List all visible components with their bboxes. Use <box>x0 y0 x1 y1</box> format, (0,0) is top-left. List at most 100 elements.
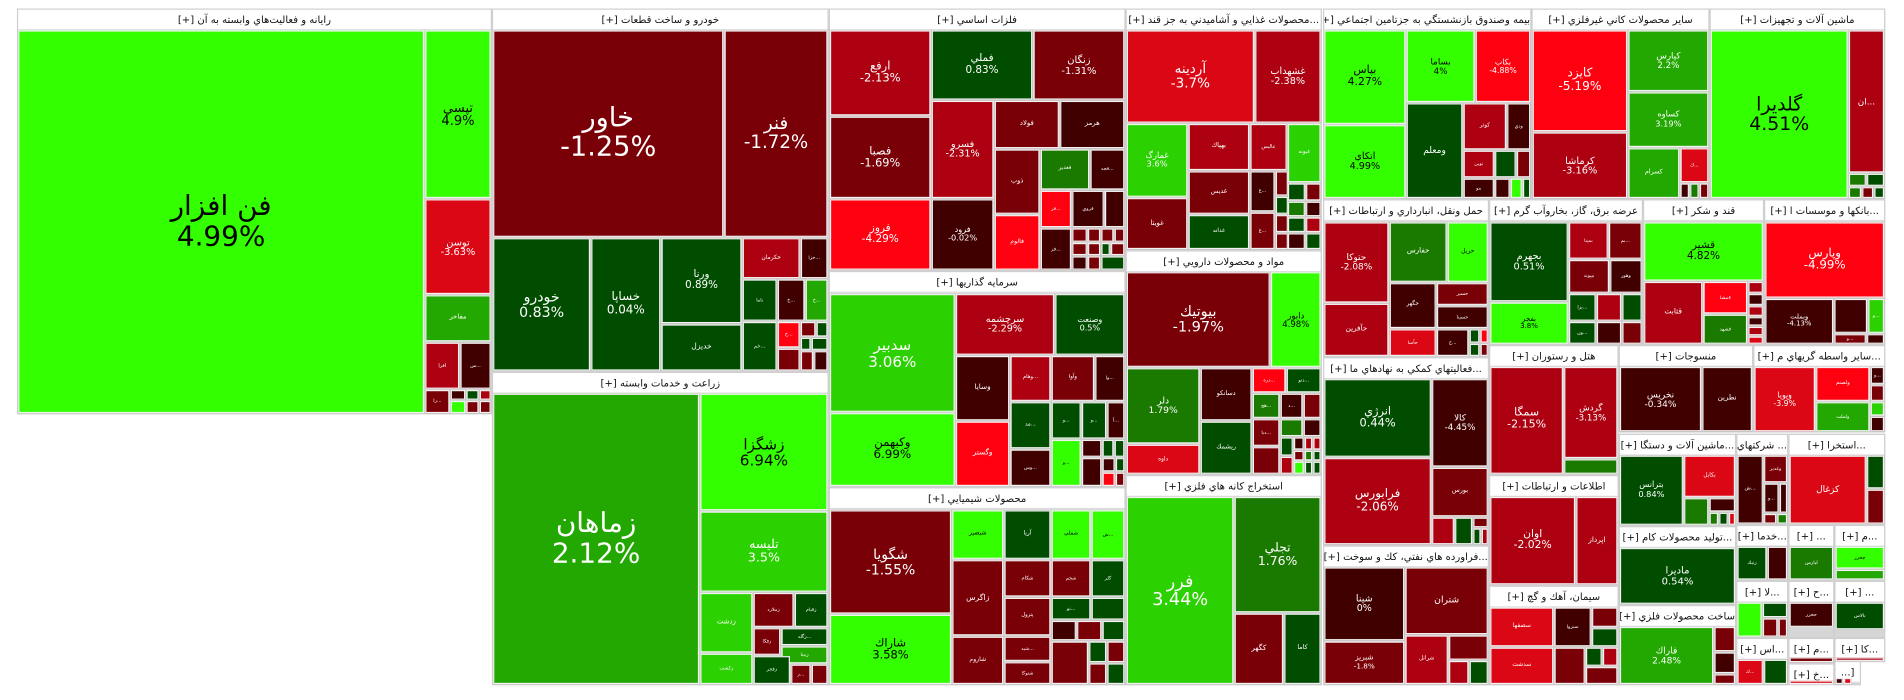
sector-title-expand[interactable]: خودرو و ساخت قطعات [+] <box>493 9 828 31</box>
stock-tile[interactable] <box>1737 602 1762 637</box>
stock-tile[interactable]: كزغال <box>1789 455 1866 524</box>
stock-tile[interactable]: قشهد <box>1703 314 1748 344</box>
stock-tile[interactable] <box>1077 620 1102 641</box>
sector-title-expand[interactable]: ...اس [+] <box>1737 639 1788 660</box>
sector-title-expand[interactable]: ...فراورده هاي نفتي، كك و سوخت [+] <box>1324 546 1488 568</box>
stock-tile[interactable] <box>1306 201 1321 217</box>
stock-tile[interactable]: حريل <box>1447 222 1488 282</box>
stock-tile[interactable] <box>1835 569 1885 580</box>
stock-tile[interactable] <box>1789 657 1834 663</box>
sector-title-expand[interactable]: ...ح [+] <box>1789 581 1834 603</box>
stock-tile[interactable]: ...خ <box>805 279 828 321</box>
stock-tile[interactable]: فملي 0.83% <box>931 30 1033 100</box>
stock-tile[interactable]: ولصنم <box>1816 366 1870 401</box>
stock-tile[interactable]: نخريس -0.34% <box>1619 366 1702 432</box>
stock-tile[interactable] <box>1480 343 1488 356</box>
stock-tile[interactable]: وكبهمن 6.99% <box>829 413 955 486</box>
stock-tile[interactable] <box>1684 498 1709 525</box>
stock-tile[interactable]: غمارگ 3.6% <box>1126 123 1188 197</box>
stock-tile[interactable]: وبملت -4.13% <box>1765 298 1834 344</box>
stock-tile[interactable]: ورنا 0.89% <box>661 238 742 324</box>
stock-tile[interactable] <box>1748 281 1763 293</box>
sector-title-expand[interactable]: مواد و محصولات دارويي [+] <box>1126 251 1321 273</box>
stock-tile[interactable] <box>1862 187 1874 199</box>
stock-tile[interactable]: ماديرا 0.54% <box>1619 547 1736 604</box>
stock-tile[interactable] <box>1469 343 1480 356</box>
stock-tile[interactable]: خكرمان <box>742 238 800 279</box>
stock-tile[interactable] <box>1748 317 1763 326</box>
sector-title-expand[interactable]: ...لا [+] <box>1737 581 1788 603</box>
stock-tile[interactable] <box>1480 329 1488 343</box>
stock-tile[interactable] <box>1874 187 1885 199</box>
stock-tile[interactable]: وغدير <box>1764 455 1788 483</box>
stock-tile[interactable] <box>1867 455 1885 489</box>
stock-tile[interactable]: كاما <box>1284 613 1321 685</box>
stock-tile[interactable]: اتكاي 4.99% <box>1324 125 1406 199</box>
stock-tile[interactable]: نوين <box>1463 150 1494 178</box>
stock-tile[interactable]: شتران <box>1405 567 1488 635</box>
stock-tile[interactable]: فرابورس -2.06% <box>1324 458 1431 545</box>
stock-tile[interactable]: زنگان -1.31% <box>1033 30 1125 100</box>
stock-tile[interactable]: فولاد <box>994 100 1059 149</box>
stock-tile[interactable]: رنيك <box>1737 546 1767 580</box>
stock-tile[interactable] <box>1432 517 1454 545</box>
stock-tile[interactable] <box>1287 233 1305 250</box>
stock-tile[interactable]: شبريز -1.8% <box>1324 641 1405 685</box>
stock-tile[interactable] <box>1764 513 1777 524</box>
stock-tile[interactable] <box>1516 150 1531 178</box>
stock-tile[interactable] <box>1101 256 1125 270</box>
stock-tile[interactable] <box>1091 597 1125 620</box>
sector-title-expand[interactable]: ماشين آلات و تجهيزات [+] <box>1710 9 1885 31</box>
sector-title-expand[interactable]: زراعت و خدمات وابسته [+] <box>493 373 828 394</box>
stock-tile[interactable]: فرر 3.44% <box>1126 496 1234 685</box>
stock-tile[interactable] <box>1554 647 1585 685</box>
sector-title-expand[interactable]: عرضه برق، گاز، بخاروآب گرم [+] <box>1490 200 1642 222</box>
stock-tile[interactable]: ...وس <box>1010 449 1051 486</box>
stock-tile[interactable]: فسرو -2.31% <box>931 100 994 199</box>
stock-tile[interactable]: حخزر <box>1789 602 1834 627</box>
stock-tile[interactable] <box>1287 217 1305 233</box>
stock-tile[interactable]: زدشت <box>700 592 753 653</box>
stock-tile[interactable]: ...نو <box>1051 597 1091 620</box>
stock-tile[interactable]: فاراك 2.48% <box>1619 626 1714 685</box>
stock-tile[interactable]: بجهرم 0.51% <box>1490 222 1568 302</box>
stock-tile[interactable]: ...ك <box>1737 659 1763 685</box>
stock-tile[interactable] <box>1748 336 1763 344</box>
stock-tile[interactable] <box>1275 171 1288 196</box>
stock-tile[interactable] <box>1748 306 1763 316</box>
stock-tile[interactable]: ...غ <box>1250 171 1275 212</box>
stock-tile[interactable]: فنر -1.72% <box>724 30 828 237</box>
stock-tile[interactable] <box>1088 256 1101 270</box>
stock-tile[interactable]: غشهداب -2.38% <box>1255 30 1321 123</box>
stock-tile[interactable]: شاروم <box>952 636 1004 685</box>
stock-tile[interactable]: تليسه 3.5% <box>700 511 828 592</box>
stock-tile[interactable]: ولملت <box>1816 402 1870 432</box>
stock-tile[interactable]: سصفها <box>1490 607 1554 647</box>
sector-title-expand[interactable]: ... [+] <box>1835 581 1885 603</box>
stock-tile[interactable] <box>1778 618 1788 637</box>
stock-tile[interactable]: ...و <box>1764 483 1779 513</box>
stock-tile[interactable]: قشير 4.82% <box>1644 222 1763 281</box>
sector-title-expand[interactable]: ...خ [+] <box>1789 664 1834 686</box>
stock-tile[interactable]: خديزل <box>661 324 742 371</box>
stock-tile[interactable] <box>1510 178 1522 199</box>
stock-tile[interactable]: كپارس 2.2% <box>1628 30 1709 92</box>
stock-tile[interactable] <box>1522 178 1531 199</box>
stock-tile[interactable] <box>1304 461 1313 474</box>
stock-tile[interactable] <box>1114 228 1125 242</box>
stock-tile[interactable]: وپارس -4.99% <box>1765 222 1885 298</box>
stock-tile[interactable] <box>1280 456 1293 474</box>
sector-title-expand[interactable]: ...م [+] <box>1835 526 1885 547</box>
stock-tile[interactable] <box>1835 677 1843 685</box>
stock-tile[interactable]: وآوا <box>1051 355 1095 401</box>
stock-tile[interactable]: كوثر <box>1463 103 1507 150</box>
stock-tile[interactable] <box>1495 178 1510 199</box>
stock-tile[interactable]: پترول <box>1004 597 1051 636</box>
stock-tile[interactable] <box>1495 150 1516 178</box>
stock-tile[interactable]: شرانل <box>1405 635 1448 685</box>
stock-tile[interactable]: ...ش <box>1091 510 1125 559</box>
stock-tile[interactable]: ...و <box>1081 402 1107 439</box>
stock-tile[interactable] <box>1304 450 1313 461</box>
stock-tile[interactable]: داوه <box>1126 444 1200 474</box>
stock-tile[interactable] <box>811 664 828 685</box>
